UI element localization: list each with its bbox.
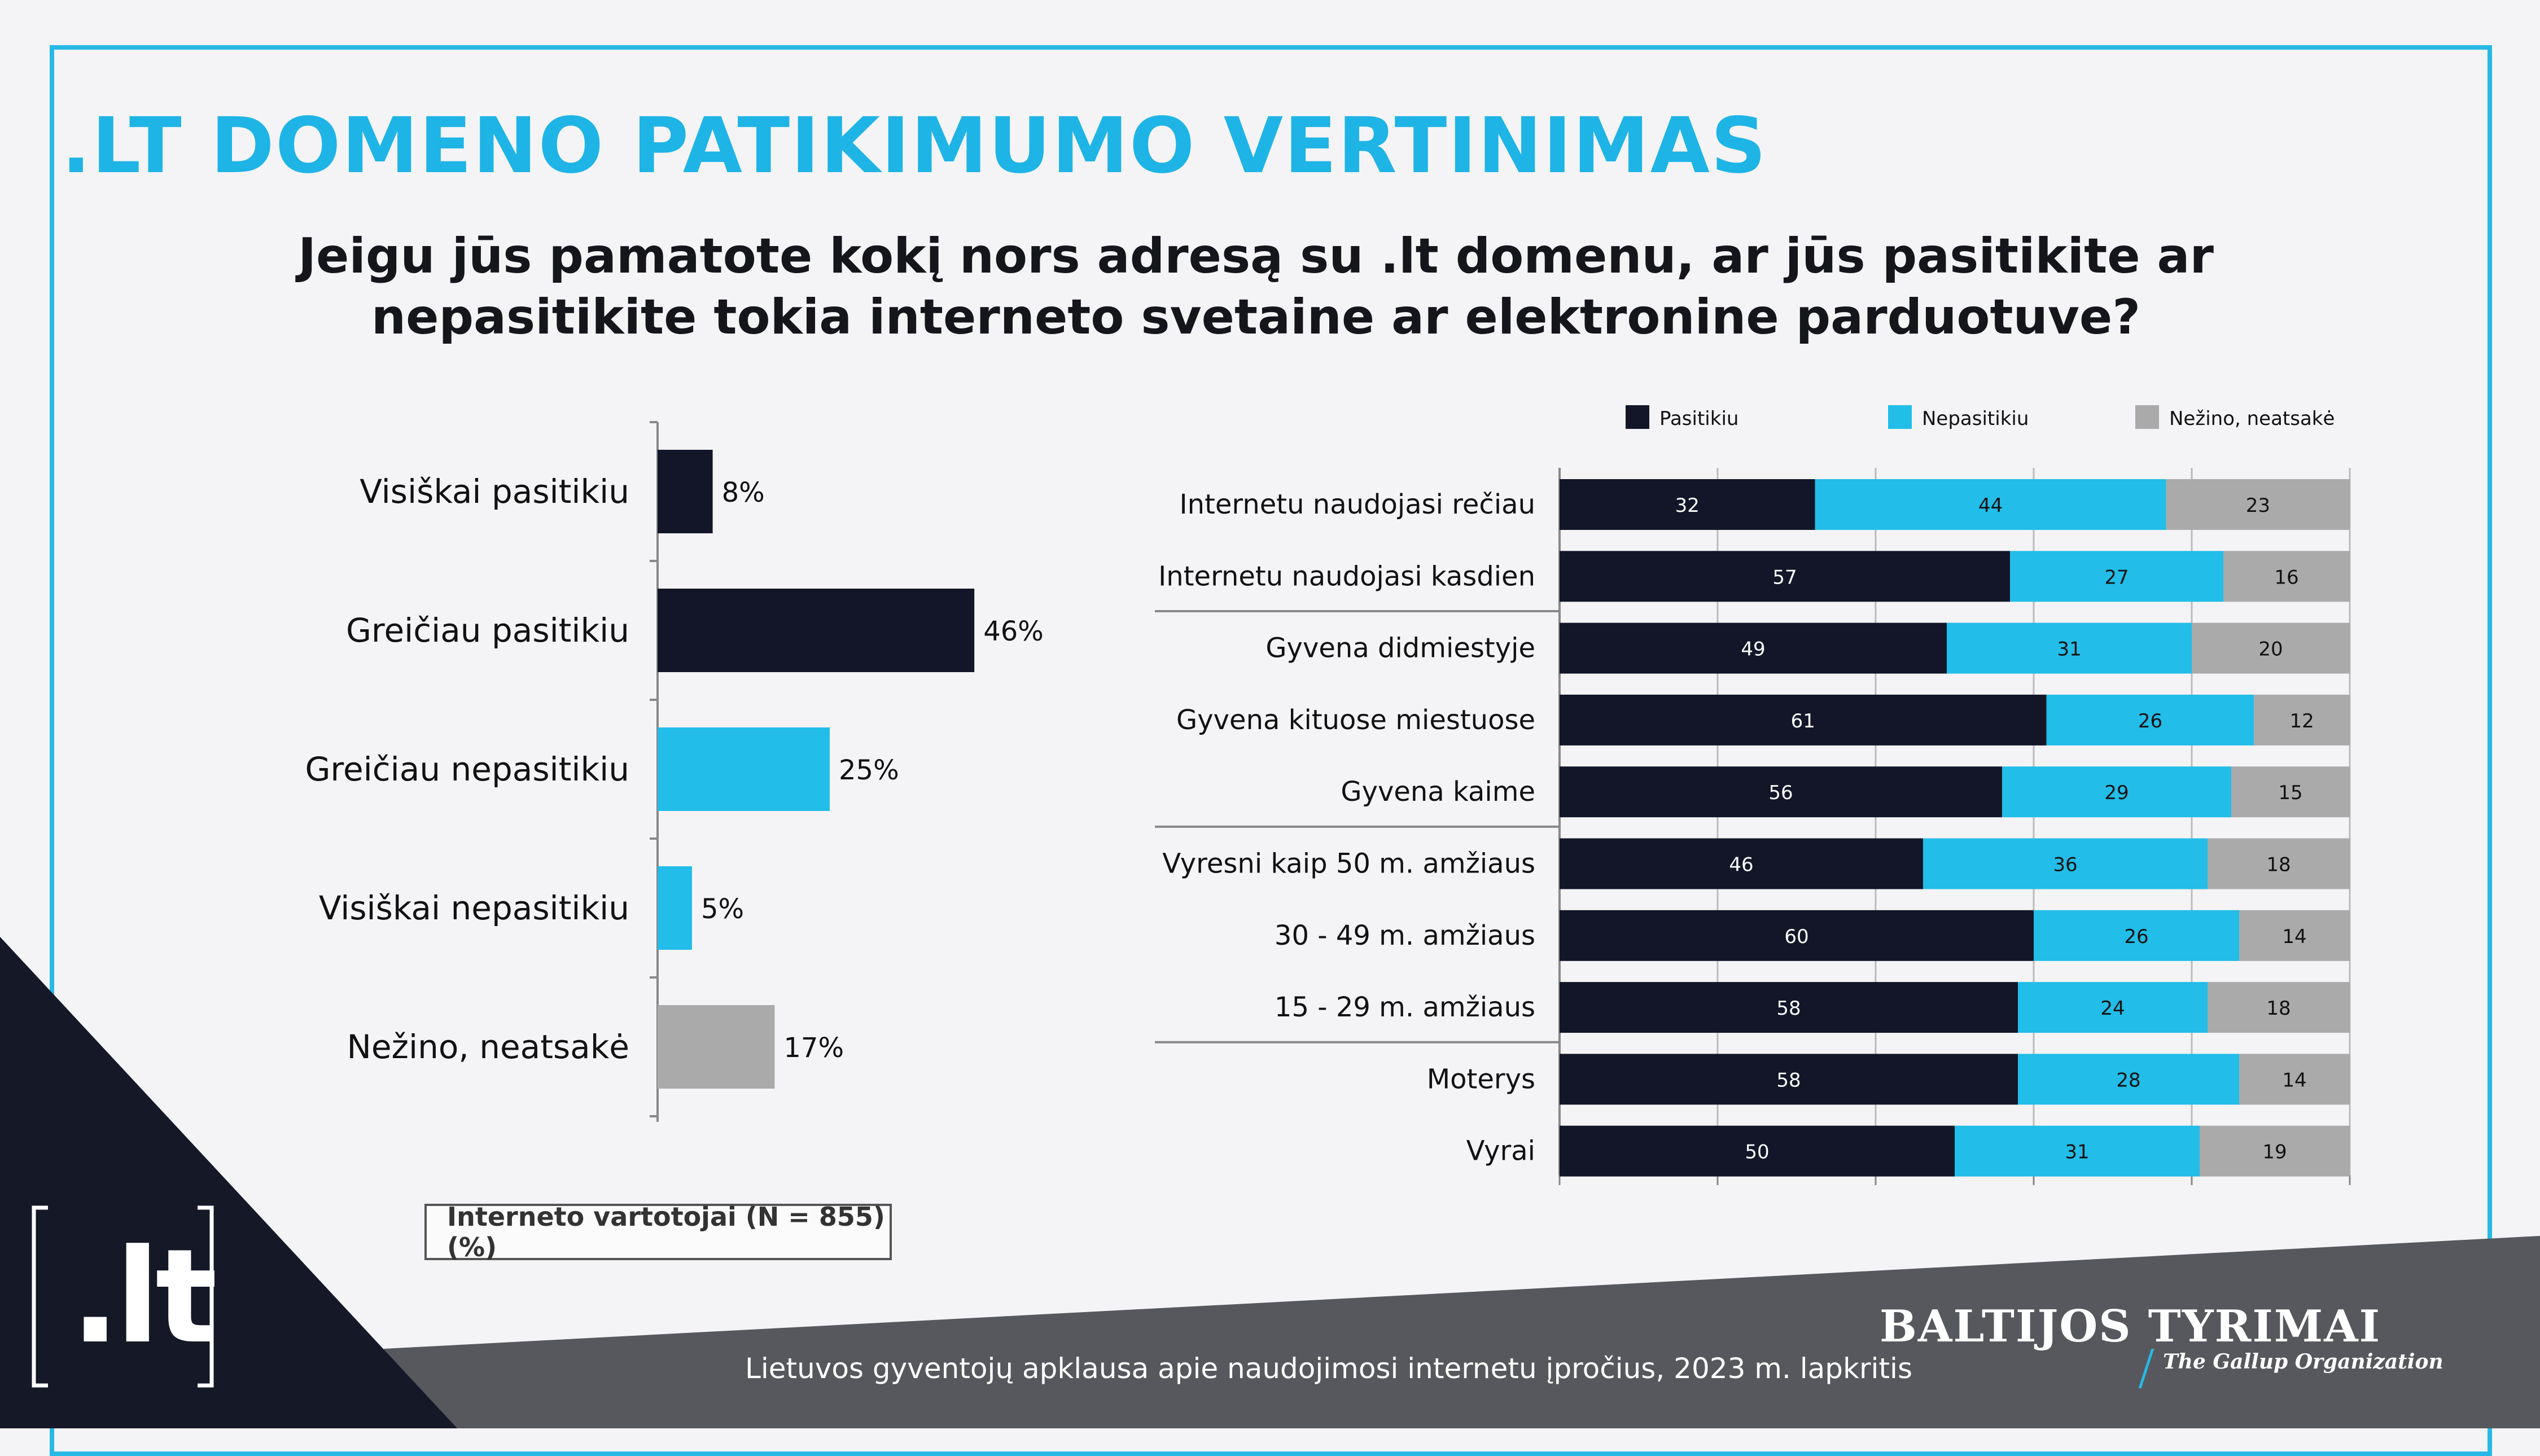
stacked-bar-segment: [2208, 982, 2350, 1033]
stacked-bar-segment: [1923, 838, 2208, 889]
legend-label: Nežino, neatsakė: [2169, 407, 2335, 430]
segment-value-label: 15: [2278, 782, 2302, 804]
stacked-bar-segment: [2254, 694, 2350, 745]
stacked-bar-segment: [1815, 479, 2166, 530]
legend-swatch: [2135, 405, 2159, 429]
segment-value-label: 61: [1791, 710, 1815, 733]
stacked-bar-segment: [1560, 1054, 2018, 1105]
stacked-bar-segment: [2166, 479, 2350, 530]
stacked-bar-segment: [2239, 910, 2350, 961]
left-value-label: 17%: [783, 1032, 844, 1064]
sample-note: Interneto vartotojai (N = 855) (%): [424, 1201, 892, 1262]
segment-value-label: 32: [1675, 494, 1700, 517]
stacked-bar-segment: [1560, 479, 1815, 530]
stacked-bar-segment: [1560, 910, 2034, 961]
segment-value-label: 58: [1776, 1069, 1801, 1091]
lt-logo-text: .lt: [71, 1222, 217, 1372]
stacked-bar-segment: [2034, 910, 2239, 961]
segment-value-label: 18: [2266, 854, 2291, 876]
footer-text: Lietuvos gyventojų apklausa apie naudoji…: [745, 1352, 1912, 1385]
stacked-bar-segment: [2010, 551, 2223, 602]
stacked-bar-segment: [2223, 551, 2350, 602]
stacked-bar-segment: [1560, 694, 2047, 745]
left-bar: [658, 866, 692, 950]
segment-value-label: 57: [1772, 566, 1797, 589]
survey-question: Jeigu jūs pamatote kokį nors adresą su .…: [298, 228, 2214, 345]
left-bar: [658, 727, 830, 811]
segment-value-label: 31: [2065, 1141, 2089, 1164]
segment-value-label: 20: [2258, 638, 2283, 661]
stacked-bar-segment: [2239, 1054, 2350, 1105]
segment-value-label: 60: [1784, 926, 1808, 948]
left-value-label: 46%: [983, 616, 1044, 647]
segment-value-label: 14: [2282, 926, 2306, 948]
stacked-bar-segment: [1560, 766, 2002, 818]
right-category-label: Internetu naudojasi rečiau: [1180, 489, 1536, 520]
left-value-label: 5%: [701, 893, 744, 925]
legend-label: Nepasitikiu: [1922, 407, 2029, 430]
segment-value-label: 56: [1768, 782, 1793, 804]
left-category-label: Visiškai pasitikiu: [360, 472, 629, 511]
page-title: .LT DOMENO PATIKIMUMO VERTINIMAS: [62, 102, 1767, 191]
left-bar: [658, 1005, 775, 1089]
segment-value-label: 49: [1741, 638, 1765, 661]
left-category-label: Greičiau nepasitikiu: [305, 750, 629, 788]
legend-swatch: [1626, 405, 1649, 429]
stacked-bar-segment: [1560, 551, 2010, 602]
brand-name: BALTIJOS TYRIMAI: [1880, 1301, 2381, 1352]
segment-value-label: 58: [1776, 997, 1801, 1020]
stacked-bar-segment: [1955, 1125, 2200, 1177]
right-category-label: Vyresni kaip 50 m. amžiaus: [1162, 848, 1535, 880]
stacked-bar-segment: [1560, 982, 2018, 1033]
legend-swatch: [1888, 405, 1912, 429]
segment-value-label: 28: [2116, 1069, 2140, 1091]
right-category-label: Gyvena didmiestyje: [1265, 633, 1535, 664]
segment-value-label: 18: [2266, 997, 2291, 1020]
brand-tagline: The Gallup Organization: [2163, 1350, 2443, 1374]
left-category-label: Greičiau pasitikiu: [346, 611, 629, 650]
right-category-label: Vyrai: [1466, 1135, 1535, 1167]
left-bar: [658, 589, 975, 672]
segment-value-label: 26: [2138, 710, 2162, 733]
stacked-bar-segment: [1560, 622, 1947, 674]
stacked-bar-segment: [2231, 766, 2350, 818]
left-value-label: 8%: [722, 477, 765, 508]
segment-value-label: 36: [2053, 854, 2077, 876]
right-category-label: Moterys: [1427, 1063, 1535, 1095]
left-value-label: 25%: [839, 755, 899, 786]
segment-value-label: 44: [1978, 494, 2003, 517]
stacked-bar-segment: [2018, 1054, 2239, 1105]
segment-value-label: 26: [2124, 926, 2148, 948]
right-category-label: Gyvena kituose miestuose: [1176, 704, 1535, 736]
segment-value-label: 50: [1745, 1141, 1769, 1164]
segment-value-label: 23: [2246, 494, 2270, 517]
segment-value-label: 29: [2104, 782, 2129, 804]
right-category-label: Gyvena kaime: [1341, 776, 1535, 808]
segment-value-label: 27: [2104, 566, 2129, 589]
lt-logo-bracket-icon: [32, 1205, 214, 1388]
left-category-label: Visiškai nepasitikiu: [319, 889, 629, 927]
segment-value-label: 24: [2100, 997, 2125, 1020]
stacked-bar-segment: [1947, 622, 2192, 674]
stacked-bar-segment: [2018, 982, 2208, 1033]
right-category-label: 15 - 29 m. amžiaus: [1275, 992, 1535, 1023]
right-category-label: Internetu naudojasi kasdien: [1158, 560, 1535, 592]
stacked-bar-segment: [2002, 766, 2231, 818]
segment-value-label: 14: [2282, 1069, 2306, 1091]
right-category-label: 30 - 49 m. amžiaus: [1275, 920, 1535, 951]
stacked-bar-segment: [1560, 838, 1923, 889]
segment-value-label: 46: [1729, 854, 1753, 876]
stacked-bar-segment: [2046, 694, 2254, 745]
segment-value-label: 19: [2262, 1141, 2287, 1164]
segment-value-label: 16: [2274, 566, 2298, 589]
left-bar: [658, 450, 713, 533]
segment-value-label: 12: [2290, 710, 2314, 733]
legend-label: Pasitikiu: [1659, 407, 1738, 430]
stacked-bar-segment: [1560, 1125, 1955, 1177]
segment-value-label: 31: [2057, 638, 2081, 661]
stacked-bar-segment: [2192, 622, 2350, 674]
stacked-bar-segment: [2208, 838, 2350, 889]
stacked-bar-segment: [2200, 1125, 2350, 1177]
